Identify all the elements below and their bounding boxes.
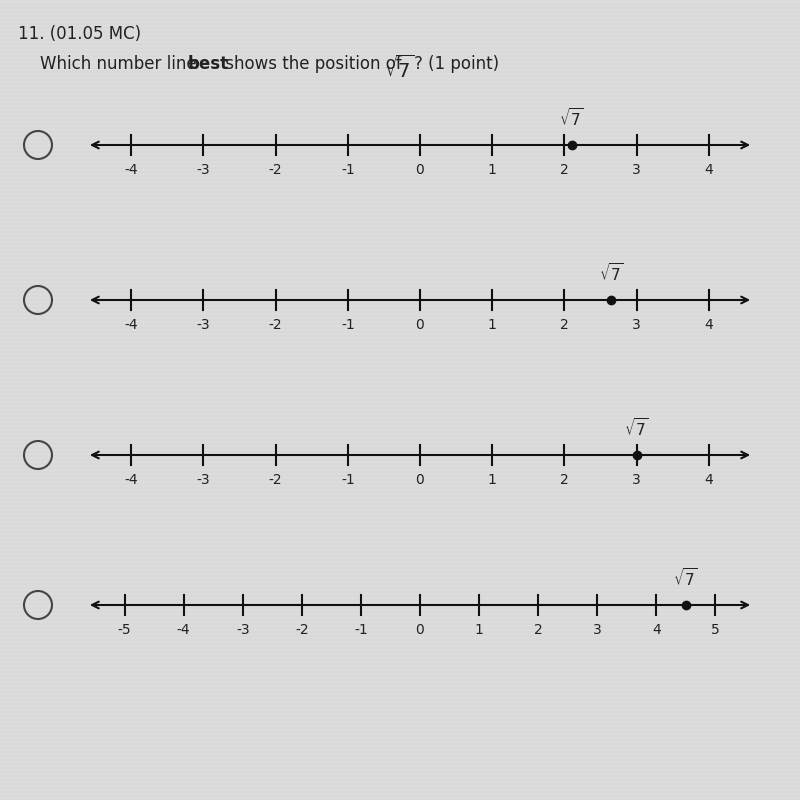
Text: -2: -2 [269, 473, 282, 487]
Text: -5: -5 [118, 623, 131, 637]
Text: 0: 0 [416, 473, 424, 487]
Text: $\sqrt{7}$: $\sqrt{7}$ [674, 567, 698, 589]
Text: -2: -2 [269, 163, 282, 177]
Text: -4: -4 [124, 163, 138, 177]
Text: 3: 3 [632, 473, 641, 487]
Text: -1: -1 [354, 623, 368, 637]
Text: ? (1 point): ? (1 point) [414, 55, 499, 73]
Text: -3: -3 [236, 623, 250, 637]
Text: 0: 0 [416, 163, 424, 177]
Text: -4: -4 [124, 318, 138, 332]
Text: 1: 1 [474, 623, 483, 637]
Text: 0: 0 [416, 623, 424, 637]
Text: 4: 4 [652, 623, 661, 637]
Text: Which number line: Which number line [40, 55, 202, 73]
Text: $\sqrt{7}$: $\sqrt{7}$ [559, 107, 584, 129]
Text: 0: 0 [416, 318, 424, 332]
Text: -3: -3 [197, 163, 210, 177]
Text: -2: -2 [269, 318, 282, 332]
Text: 4: 4 [705, 163, 714, 177]
Text: 3: 3 [593, 623, 602, 637]
Text: 5: 5 [711, 623, 720, 637]
Text: 1: 1 [488, 163, 497, 177]
Text: 2: 2 [560, 163, 569, 177]
Text: -1: -1 [341, 318, 354, 332]
Text: -3: -3 [197, 473, 210, 487]
Text: $\sqrt{7}$: $\sqrt{7}$ [599, 262, 624, 284]
Text: 2: 2 [560, 318, 569, 332]
Text: -4: -4 [124, 473, 138, 487]
Text: -3: -3 [197, 318, 210, 332]
Text: 2: 2 [560, 473, 569, 487]
Text: 4: 4 [705, 473, 714, 487]
Text: -1: -1 [341, 163, 354, 177]
Text: 1: 1 [488, 318, 497, 332]
Text: 4: 4 [705, 318, 714, 332]
Text: 3: 3 [632, 318, 641, 332]
Text: 1: 1 [488, 473, 497, 487]
Text: 2: 2 [534, 623, 542, 637]
Text: $\sqrt{7}$: $\sqrt{7}$ [624, 417, 649, 439]
Text: best: best [188, 55, 229, 73]
Text: 11. (01.05 MC): 11. (01.05 MC) [18, 25, 141, 43]
Text: -4: -4 [177, 623, 190, 637]
Text: -2: -2 [295, 623, 309, 637]
Text: -1: -1 [341, 473, 354, 487]
Text: $\sqrt{7}$: $\sqrt{7}$ [384, 55, 414, 82]
Text: shows the position of: shows the position of [220, 55, 407, 73]
Text: 3: 3 [632, 163, 641, 177]
